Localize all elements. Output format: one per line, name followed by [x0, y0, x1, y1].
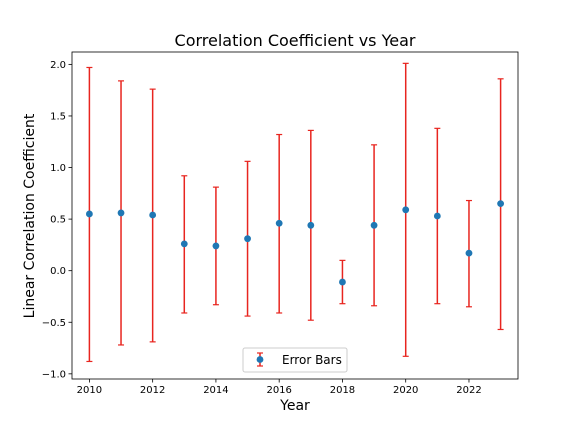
y-tick-label: 1.5	[50, 111, 66, 122]
data-point	[339, 278, 346, 286]
data-point	[307, 221, 315, 229]
legend: Error Bars	[242, 347, 348, 373]
x-tick-label: 2016	[266, 385, 291, 396]
data-point	[149, 211, 157, 219]
data-point	[433, 212, 441, 220]
data-point	[212, 242, 220, 250]
y-tick-label: 2.0	[50, 60, 66, 71]
y-tick-label: −1.0	[42, 369, 66, 380]
y-tick-label: 0.0	[50, 266, 66, 277]
x-tick-label: 2010	[77, 385, 102, 396]
data-point	[244, 235, 251, 243]
x-tick-label: 2018	[330, 385, 355, 396]
x-tick-label: 2014	[203, 385, 228, 396]
x-axis-label: Year	[279, 398, 310, 414]
y-tick-label: 1.0	[50, 163, 66, 174]
data-point	[117, 209, 125, 217]
y-axis-label: Linear Correlation Coefficient	[22, 113, 38, 318]
legend-label: Error Bars	[282, 353, 342, 367]
data-point	[370, 221, 378, 229]
data-point	[275, 219, 283, 227]
chart-title: Correlation Coefficient vs Year	[175, 31, 416, 50]
x-tick-label: 2022	[456, 385, 481, 396]
legend-box	[242, 347, 348, 373]
legend-marker	[256, 356, 264, 363]
data-point	[465, 249, 473, 257]
data-point	[85, 210, 93, 218]
y-tick-label: 0.5	[50, 215, 66, 226]
plot-frame	[71, 51, 519, 380]
x-tick-label: 2012	[140, 385, 165, 396]
data-point	[497, 200, 505, 208]
x-tick-label: 2020	[393, 385, 418, 396]
data-point	[402, 206, 410, 214]
y-tick-label: −0.5	[42, 318, 66, 329]
data-point	[180, 240, 188, 248]
